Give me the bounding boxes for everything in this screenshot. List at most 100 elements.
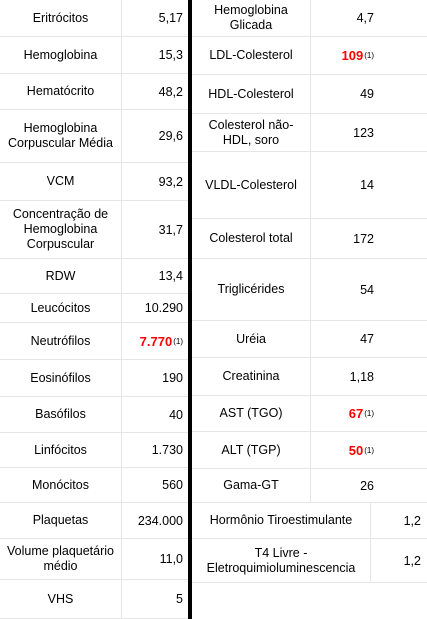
cell-separator bbox=[370, 539, 371, 582]
row-vcm: VCM 93,2 bbox=[0, 163, 188, 201]
cell-separator bbox=[121, 468, 122, 502]
test-label: Triglicérides bbox=[217, 282, 285, 296]
test-value: 5 bbox=[121, 580, 183, 618]
test-label: RDW bbox=[45, 268, 76, 283]
test-value: 1,2 bbox=[370, 539, 421, 582]
test-value: 5,17 bbox=[121, 0, 183, 36]
value-text: 48,2 bbox=[158, 84, 183, 99]
test-value: 1,18 bbox=[310, 358, 374, 395]
row-hemoglobina: Hemoglobina 15,3 bbox=[0, 37, 188, 74]
test-label: Hemoglobina bbox=[23, 47, 98, 62]
test-label: AST (TGO) bbox=[219, 406, 283, 420]
test-label: Plaquetas bbox=[32, 513, 89, 527]
cell-separator bbox=[310, 396, 311, 431]
abnormal-value: 109 bbox=[341, 48, 364, 63]
row-linfocitos: Linfócitos 1.730 bbox=[0, 433, 188, 468]
test-label: VHS bbox=[47, 591, 74, 606]
value-text: 172 bbox=[353, 231, 374, 246]
row-neutrofilos: Neutrófilos 7.770 (1) bbox=[0, 323, 188, 360]
value-text: 4,7 bbox=[356, 11, 374, 25]
value-text: 1,18 bbox=[349, 369, 374, 384]
test-label: VCM bbox=[46, 174, 75, 188]
test-value: 31,7 bbox=[121, 201, 183, 258]
value-text: 560 bbox=[162, 478, 183, 492]
row-colesterol-nao-hdl-soro: Colesterol não-HDL, soro 123 bbox=[192, 114, 427, 152]
test-label: Hematócrito bbox=[26, 84, 95, 98]
cell-separator bbox=[370, 503, 371, 538]
test-value: 93,2 bbox=[121, 163, 183, 200]
test-value: 123 bbox=[310, 114, 374, 151]
cell-separator bbox=[121, 323, 122, 359]
row-rdw: RDW 13,4 bbox=[0, 259, 188, 294]
value-text: 31,7 bbox=[158, 222, 183, 237]
test-label: Linfócitos bbox=[34, 442, 87, 457]
column-divider bbox=[188, 0, 192, 619]
test-value: 11,0 bbox=[121, 539, 183, 579]
row-basofilos: Basófilos 40 bbox=[0, 397, 188, 433]
cell-separator bbox=[310, 259, 311, 320]
row-hemoglobina-corpuscular-media: Hemoglobina Corpuscular Média 29,6 bbox=[0, 110, 188, 163]
value-text: 47 bbox=[360, 332, 374, 346]
test-value: 560 bbox=[121, 468, 183, 502]
test-value: 190 bbox=[121, 360, 183, 396]
value-text: 54 bbox=[360, 282, 374, 297]
reference-note: (1) bbox=[364, 445, 374, 455]
row-colesterol-total: Colesterol total 172 bbox=[192, 219, 427, 259]
reference-note: (1) bbox=[173, 336, 183, 346]
biochemistry-table: Hemoglobina Glicada 4,7 LDL-Colesterol 109(… bbox=[192, 0, 427, 619]
row-hdl-colesterol: HDL-Colesterol 49 bbox=[192, 75, 427, 114]
cell-separator bbox=[121, 433, 122, 467]
test-value: 40 bbox=[121, 397, 183, 432]
test-label: Concentração de Hemoglobina Corpuscular bbox=[12, 207, 109, 251]
cell-separator bbox=[310, 37, 311, 74]
test-value: 54 bbox=[310, 259, 374, 320]
test-value: 50 (1) bbox=[310, 432, 374, 468]
abnormal-value: 67 bbox=[348, 406, 364, 421]
row-ureia: Uréia 47 bbox=[192, 321, 427, 358]
value-text: 40 bbox=[169, 407, 183, 422]
cell-separator bbox=[121, 110, 122, 162]
test-value: 15,3 bbox=[121, 37, 183, 73]
test-value: 10.290 bbox=[121, 294, 183, 322]
test-label: Leucócitos bbox=[30, 300, 91, 315]
abnormal-value: 50 bbox=[348, 442, 364, 458]
test-label: Eritrócitos bbox=[32, 10, 89, 25]
test-label: Basófilos bbox=[35, 407, 86, 421]
cell-separator bbox=[121, 163, 122, 200]
row-vldl-colesterol: VLDL-Colesterol 14 bbox=[192, 152, 427, 219]
abnormal-value: 7.770 bbox=[139, 333, 173, 349]
test-label: ALT (TGP) bbox=[221, 442, 281, 457]
cell-separator bbox=[121, 397, 122, 432]
cell-separator bbox=[310, 0, 311, 36]
test-value: 49 bbox=[310, 75, 374, 113]
row-hematocrito: Hematócrito 48,2 bbox=[0, 74, 188, 110]
row-hormonio-tiroestimulante: Hormônio Tiroestimulante 1,2 bbox=[192, 503, 427, 539]
test-label: Neutrófilos bbox=[30, 333, 91, 348]
cell-separator bbox=[121, 294, 122, 322]
value-text: 15,3 bbox=[158, 48, 183, 62]
test-value: 234.000 bbox=[121, 503, 183, 538]
value-text: 1,2 bbox=[403, 553, 421, 568]
cell-separator bbox=[121, 201, 122, 258]
row-gama-gt: Gama-GT 26 bbox=[192, 469, 427, 503]
test-value: 67 (1) bbox=[310, 396, 374, 431]
row-leucocitos: Leucócitos 10.290 bbox=[0, 294, 188, 323]
cell-separator bbox=[121, 37, 122, 73]
reference-note: (1) bbox=[364, 409, 374, 418]
test-value: 109 (1) bbox=[310, 37, 374, 74]
test-label: Hormônio Tiroestimulante bbox=[209, 513, 353, 527]
test-label: Volume plaquetário médio bbox=[6, 544, 115, 573]
value-text: 10.290 bbox=[144, 301, 183, 315]
cell-separator bbox=[310, 358, 311, 395]
test-value: 1.730 bbox=[121, 433, 183, 467]
value-text: 93,2 bbox=[158, 174, 183, 189]
value-text: 123 bbox=[353, 125, 374, 140]
row-vhs: VHS 5 bbox=[0, 580, 188, 619]
test-label: VLDL-Colesterol bbox=[205, 177, 297, 192]
row-hemoglobina-glicada: Hemoglobina Glicada 4,7 bbox=[192, 0, 427, 37]
value-text: 1,2 bbox=[403, 513, 421, 528]
value-text: 26 bbox=[360, 478, 374, 493]
row-eritrocitos: Eritrócitos 5,17 bbox=[0, 0, 188, 37]
row-t4-livre-eletroquimioluminescencia: T4 Livre - Eletroquimioluminescencia 1,2 bbox=[192, 539, 427, 583]
test-label: Monócitos bbox=[32, 477, 89, 492]
